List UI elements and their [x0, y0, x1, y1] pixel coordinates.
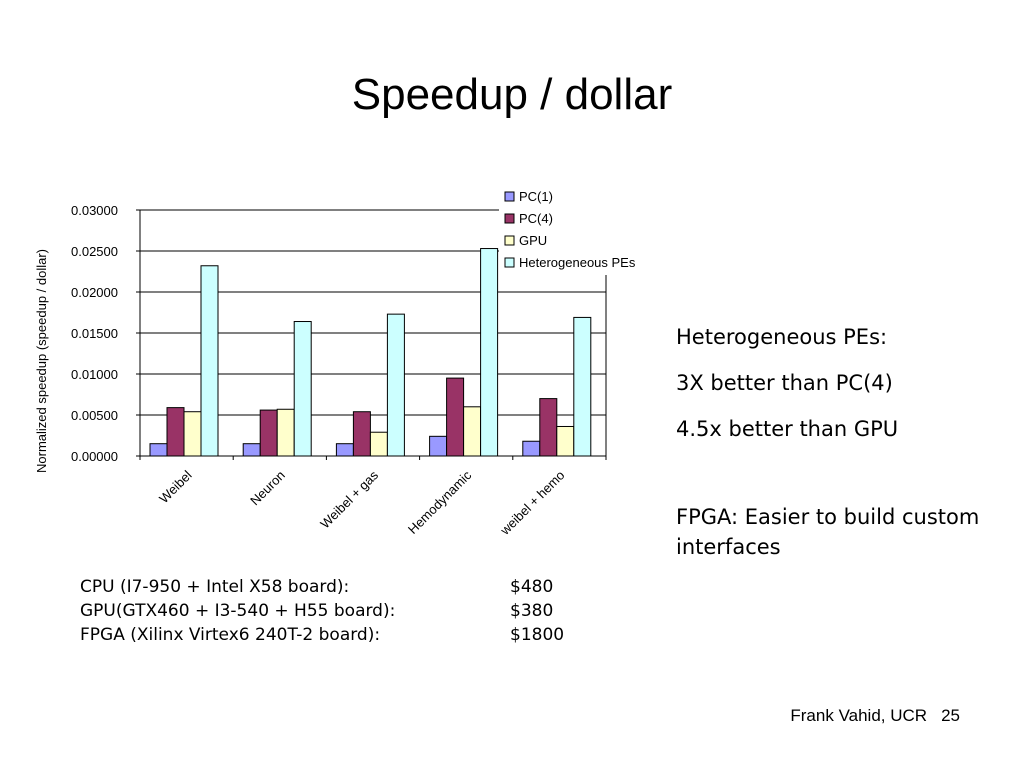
y-tick-label: 0.00000 — [71, 449, 118, 464]
bar-heterogeneous-pes — [573, 316, 592, 457]
legend-label: PC(1) — [519, 189, 553, 204]
legend-swatch — [504, 235, 515, 246]
bar-gpu — [369, 431, 388, 457]
y-tick-label: 0.01500 — [71, 326, 118, 341]
bar-pc-4- — [539, 398, 558, 457]
bar-heterogeneous-pes — [386, 313, 405, 457]
cost-price: $1800 — [510, 625, 565, 645]
chart-bars — [149, 248, 592, 457]
bar-pc-1- — [242, 443, 261, 457]
cost-label: CPU (I7-950 + Intel X58 board): — [80, 577, 350, 597]
bar-pc-4- — [259, 409, 278, 457]
y-tick-label: 0.02500 — [71, 244, 118, 259]
x-tick-label: Weibel — [156, 467, 195, 506]
bar-gpu — [183, 411, 202, 457]
page-number: 25 — [941, 706, 960, 725]
x-tick-label: weibel + hemo — [497, 468, 568, 539]
cost-row-cpu: CPU (I7-950 + Intel X58 board): $480 — [80, 575, 564, 599]
x-tick-label: Neuron — [247, 468, 288, 509]
legend-box — [499, 189, 671, 275]
y-tick-label: 0.03000 — [71, 203, 118, 218]
y-tick-label: 0.02000 — [71, 285, 118, 300]
cost-label: FPGA (Xilinx Virtex6 240T-2 board): — [80, 625, 381, 645]
legend-label: Heterogeneous PEs — [519, 255, 636, 270]
slide-title: Speedup / dollar — [351, 70, 673, 119]
y-tick-label: 0.01000 — [71, 367, 118, 382]
bar-pc-4- — [446, 377, 465, 457]
notes-panel: Heterogeneous PEs: 3X better than PC(4) … — [676, 322, 1006, 578]
bar-pc-4- — [166, 407, 185, 457]
slide-footer: Frank Vahid, UCR 25 — [790, 706, 960, 726]
bar-heterogeneous-pes — [200, 265, 219, 457]
note-vs-gpu: 4.5x better than GPU — [676, 417, 899, 441]
footer-author: Frank Vahid, UCR — [790, 706, 928, 725]
note-fpga: FPGA: Easier to build custom interfaces — [676, 505, 980, 559]
legend-swatch — [504, 191, 515, 202]
legend-label: PC(4) — [519, 211, 553, 226]
bar-heterogeneous-pes — [293, 321, 312, 457]
bar-gpu — [276, 408, 295, 457]
y-tick-label: 0.00500 — [71, 408, 118, 423]
x-tick-label: Hemodynamic — [405, 467, 475, 537]
bar-heterogeneous-pes — [480, 248, 499, 457]
bar-pc-1- — [429, 435, 448, 457]
cost-row-fpga: FPGA (Xilinx Virtex6 240T-2 board): $1800 — [80, 623, 564, 647]
cost-list: CPU (I7-950 + Intel X58 board): $480 GPU(… — [80, 575, 564, 647]
bar-pc-1- — [335, 443, 354, 457]
y-axis-label: Normalized speedup (speedup / dollar) — [34, 249, 49, 473]
cost-price: $480 — [510, 577, 554, 597]
legend-swatch — [504, 257, 515, 268]
bar-pc-1- — [149, 443, 168, 457]
note-vs-pc4: 3X better than PC(4) — [676, 371, 893, 395]
bar-gpu — [463, 406, 482, 457]
chart-legend: PC(1) PC(4) GPU Heterogeneous PEs — [499, 189, 671, 275]
cost-price: $380 — [510, 601, 554, 621]
cost-row-gpu: GPU(GTX460 + I3-540 + H55 board): $380 — [80, 599, 564, 623]
cost-label: GPU(GTX460 + I3-540 + H55 board): — [80, 601, 396, 621]
x-tick-label: Weibel + gas — [317, 467, 381, 531]
bar-pc-1- — [522, 440, 541, 457]
note-heterogeneous: Heterogeneous PEs: — [676, 325, 888, 349]
bar-pc-4- — [352, 411, 371, 457]
bar-gpu — [556, 425, 575, 457]
legend-label: GPU — [519, 233, 547, 248]
chart-axes — [136, 209, 607, 460]
legend-swatch — [504, 213, 515, 224]
